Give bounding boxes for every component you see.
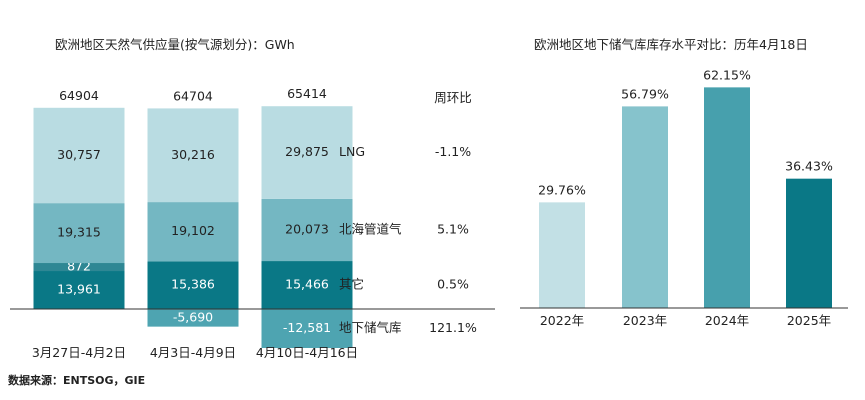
bar-other-1	[147, 261, 239, 309]
change-header: 周环比	[434, 90, 472, 105]
category-label-0: 2022年	[540, 313, 584, 328]
bar-northsea-1	[147, 202, 239, 262]
category-label-0: 3月27日-4月2日	[32, 345, 126, 360]
bar-other-2	[261, 261, 353, 309]
category-label-2: 2024年	[705, 313, 749, 328]
bar-0	[539, 202, 585, 308]
bar-2	[704, 87, 750, 309]
label-northsea-1: 19,102	[171, 223, 215, 238]
label-storage-1: -5,690	[173, 309, 213, 324]
label-total-1: 64704	[173, 88, 213, 103]
bar-storage-2	[261, 309, 353, 349]
label-northsea-0: 19,315	[57, 225, 101, 240]
label-total-0: 64904	[59, 88, 99, 103]
bar-northsea-0	[33, 203, 125, 264]
series-change-2: 0.5%	[437, 277, 469, 292]
bar-lng-1	[147, 108, 239, 203]
bar-lng-0	[33, 107, 125, 204]
right-bars: 29.76% 2022年 56.79% 2023年 62.15% 2024年 36.43% 2…	[538, 67, 833, 328]
left-stacked-bars: 87213,96119,31530,757649043月27日-4月2日15,3…	[32, 86, 358, 360]
bar-other-sub-0	[33, 263, 125, 272]
value-label-0: 29.76%	[538, 182, 586, 197]
label-other-2: 15,466	[285, 277, 329, 292]
category-label-1: 2023年	[623, 313, 667, 328]
category-label-2: 4月10日-4月16日	[256, 345, 358, 360]
series-name-0: LNG	[339, 144, 365, 159]
bar-lng-2	[261, 106, 353, 199]
label-lng-1: 30,216	[171, 147, 215, 162]
series-labels: LNG -1.1% 北海管道气 5.1% 其它 0.5% 地下储气库 121.1%	[339, 144, 477, 335]
source-note: 数据来源：ENTSOG，GIE	[8, 374, 146, 387]
label-storage-2: -12,581	[283, 320, 331, 335]
series-name-1: 北海管道气	[339, 221, 402, 236]
bar-3	[786, 178, 832, 308]
label-other-1: 15,386	[171, 277, 215, 292]
series-name-3: 地下储气库	[339, 320, 402, 335]
label-total-2: 65414	[287, 86, 327, 101]
series-name-2: 其它	[339, 277, 364, 292]
value-label-3: 36.43%	[785, 159, 833, 174]
label-lng-0: 30,757	[57, 147, 101, 162]
value-label-1: 56.79%	[621, 86, 669, 101]
label-lng-2: 29,875	[285, 144, 329, 159]
bar-storage-1	[147, 309, 239, 327]
series-change-3: 121.1%	[429, 320, 477, 335]
category-label-3: 2025年	[787, 313, 831, 328]
bar-northsea-2	[261, 198, 353, 262]
series-change-0: -1.1%	[435, 144, 471, 159]
label-other-0: 13,961	[57, 282, 101, 297]
bar-1	[622, 106, 668, 308]
right-chart-title: 欧洲地区地下储气库库存水平对比：历年4月18日	[534, 37, 808, 52]
left-chart-title: 欧洲地区天然气供应量(按气源划分)：GWh	[55, 37, 295, 52]
value-label-2: 62.15%	[703, 67, 751, 82]
label-northsea-2: 20,073	[285, 221, 329, 236]
series-change-1: 5.1%	[437, 221, 469, 236]
bar-other-0	[33, 271, 125, 309]
category-label-1: 4月3日-4月9日	[150, 345, 236, 360]
